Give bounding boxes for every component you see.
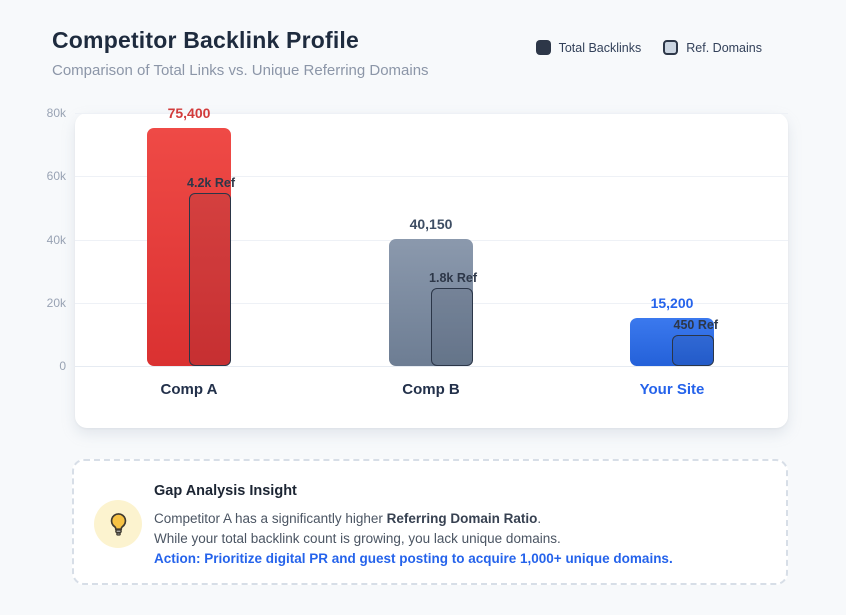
insight-line-2: While your total backlink count is growi… [154, 531, 561, 546]
insight-content: Gap Analysis Insight Competitor A has a … [154, 483, 762, 569]
legend-swatch-icon [535, 40, 551, 55]
ref-value-label-comp-b: 1.8k Ref [429, 271, 477, 285]
legend-label: Ref. Domains [686, 40, 762, 55]
ref-value-label-comp-a: 4.2k Ref [187, 176, 235, 190]
category-label-comp-b: Comp B [402, 381, 460, 398]
chart-card: 75,400 4.2k Ref Comp A 40,150 1.8k Ref Comp B… [75, 105, 788, 428]
legend-label: Total Backlinks [558, 40, 642, 55]
bar-value-label-your-site: 15,200 [650, 295, 694, 311]
bar-ref-your-site[interactable] [672, 335, 714, 366]
chart-legend: Total Backlinks Ref. Domains [535, 40, 762, 55]
gridline [75, 113, 788, 114]
y-axis-tick: 40k [46, 233, 66, 247]
insight-title: Gap Analysis Insight [154, 483, 297, 499]
legend-swatch-icon [663, 40, 679, 55]
legend-item-ref-domains[interactable]: Ref. Domains [663, 40, 762, 55]
gridline [75, 366, 788, 367]
page-title: Competitor Backlink Profile [52, 27, 360, 53]
ref-value-label-your-site: 450 Ref [673, 318, 718, 332]
y-axis-tick: 0 [59, 359, 66, 373]
y-axis: 80k 60k 40k 20k 0 [0, 106, 66, 373]
page-subtitle: Comparison of Total Links vs. Unique Ref… [52, 62, 429, 79]
legend-item-total-backlinks[interactable]: Total Backlinks [535, 40, 642, 55]
y-axis-tick: 60k [46, 169, 66, 183]
lightbulb-icon [94, 500, 142, 548]
category-label-your-site: Your Site [639, 381, 705, 398]
insight-box: Gap Analysis Insight Competitor A has a … [72, 459, 788, 585]
bar-ref-comp-b[interactable] [431, 288, 473, 366]
bar-value-label-comp-a: 75,400 [167, 105, 211, 121]
y-axis-tick: 20k [46, 296, 66, 310]
insight-line-1: Competitor A has a significantly higher … [154, 511, 542, 526]
insight-line-1-bold: Referring Domain Ratio [386, 511, 538, 526]
y-axis-tick: 80k [46, 106, 66, 120]
bar-ref-comp-a[interactable] [189, 193, 231, 366]
bar-value-label-comp-b: 40,150 [409, 216, 453, 232]
category-label-comp-a: Comp A [160, 381, 218, 398]
gridline [75, 176, 788, 177]
insight-action-line: Action: Prioritize digital PR and guest … [154, 551, 673, 566]
